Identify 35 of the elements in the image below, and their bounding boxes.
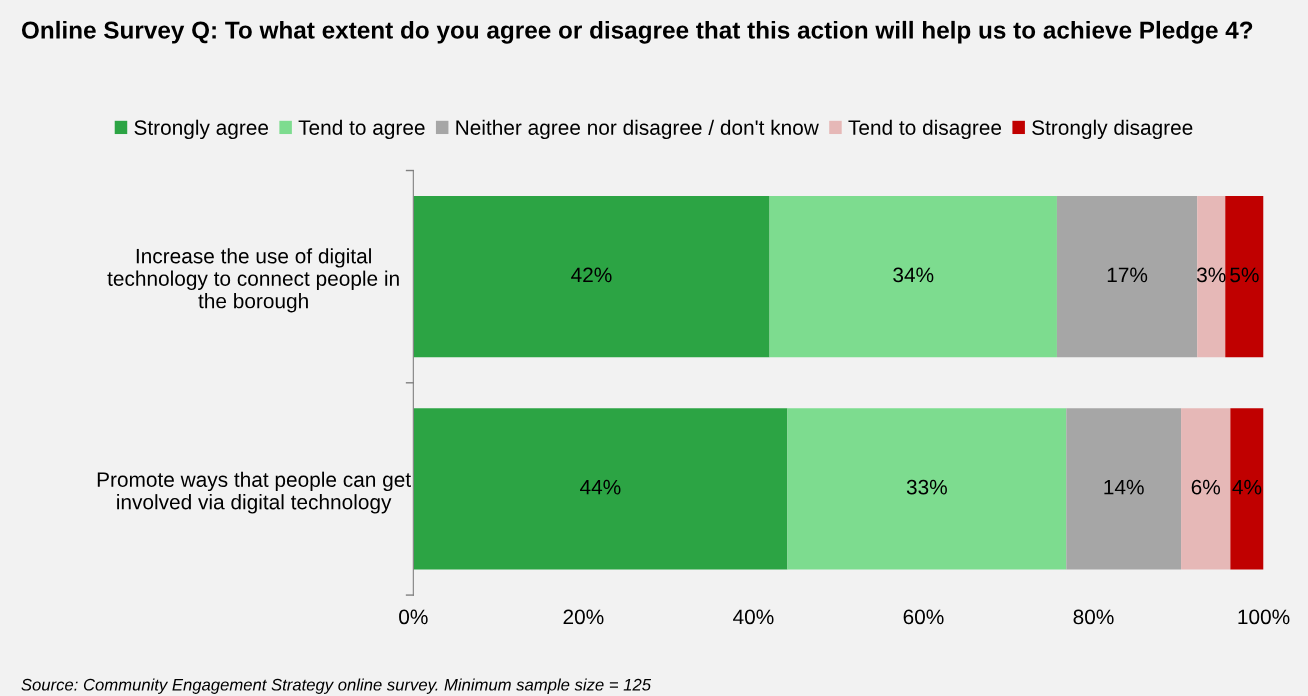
bar [1066, 408, 1182, 570]
bar [413, 195, 770, 358]
legend-label: Tend to agree [298, 119, 425, 140]
data-label: 14% [1104, 479, 1144, 495]
bar [1181, 408, 1231, 570]
x-tick-label: 100% [1238, 609, 1290, 625]
x-tick-label: 60% [903, 609, 944, 625]
legend-label: Strongly agree [134, 119, 269, 140]
bar [787, 408, 1067, 570]
data-label: 4% [1232, 479, 1262, 495]
data-label: 5% [1230, 267, 1259, 283]
legend-label: Strongly disagree [1032, 119, 1193, 140]
data-label: 17% [1107, 267, 1148, 283]
bar [413, 408, 788, 570]
data-label: 42% [571, 267, 612, 283]
legend-label: Tend to disagree [848, 119, 1002, 140]
bar [1225, 195, 1264, 358]
x-tick-label: 20% [563, 609, 604, 625]
bar [769, 195, 1057, 358]
data-label: 6% [1191, 479, 1221, 495]
bar [1230, 408, 1264, 570]
x-tick-label: 40% [733, 609, 774, 625]
data-label: 44% [580, 479, 621, 495]
x-tick-label: 80% [1073, 609, 1114, 625]
x-tick-label: 0% [399, 609, 428, 625]
bar [1056, 195, 1198, 358]
data-label: 33% [906, 479, 947, 495]
source-note: Source: Community Engagement Strategy online survey. Minimum sample size = 125 [21, 678, 652, 694]
chart-title: Online Survey Q: To what extent do you agree or disagree that this action will help us to achieve Pledge 4? [21, 20, 1253, 44]
data-label: 3% [1196, 267, 1226, 283]
y-tick-label: Promote ways that people can get involved via digital technology [97, 471, 411, 514]
data-label: 34% [893, 267, 934, 283]
bar [1197, 195, 1226, 358]
legend-label: Neither agree nor disagree / don't know [456, 119, 819, 140]
y-tick-label: Increase the use of digital technology to connect people in the borough [107, 248, 399, 313]
